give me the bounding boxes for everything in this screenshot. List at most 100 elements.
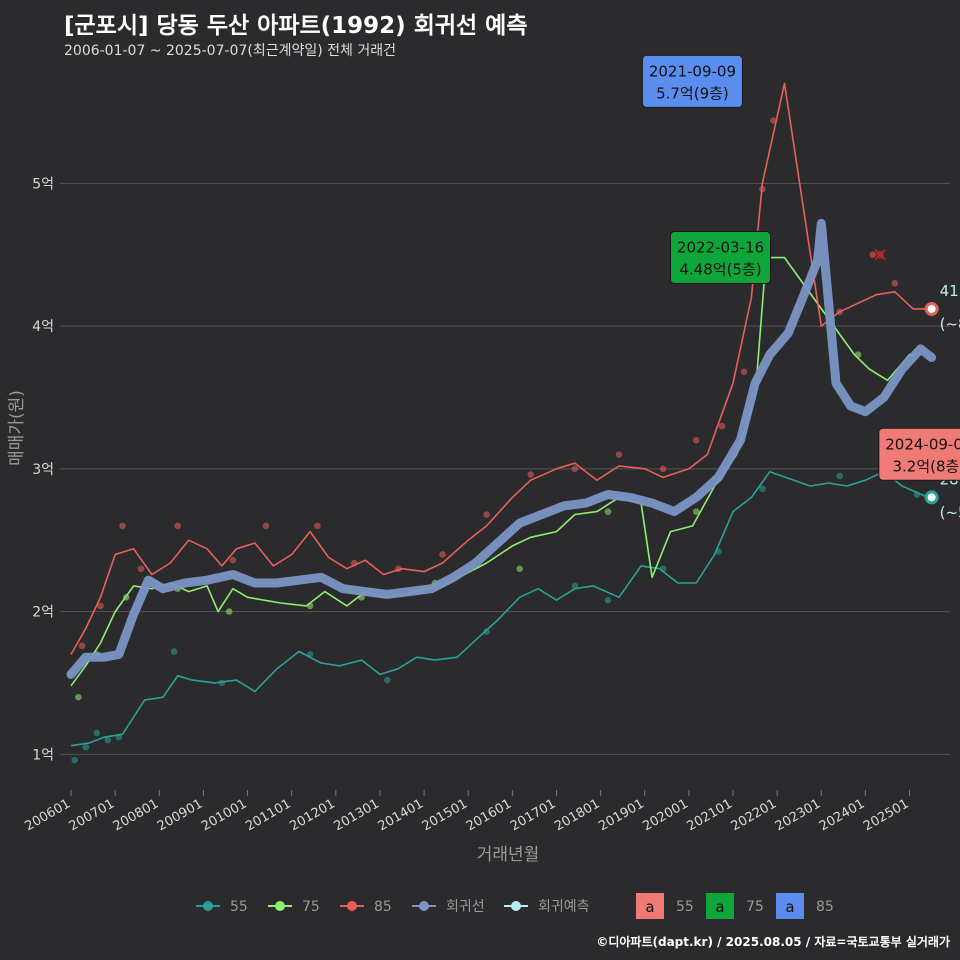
x-tick-label: 201801 <box>552 796 602 834</box>
legend-label: 55 <box>676 899 694 915</box>
series-75-point <box>604 508 612 515</box>
chart-subtitle: 2006-01-07 ~ 2025-07-07(최근계약일) 전체 거래건 <box>64 43 396 59</box>
chart-title: [군포시] 당동 두산 아파트(1992) 회귀선 예측 <box>64 13 528 39</box>
x-tick-label: 201301 <box>331 796 381 834</box>
annotation-price: 4.48억(5층) <box>679 261 761 279</box>
legend-key-dot <box>203 901 213 911</box>
series-85-point <box>615 451 623 458</box>
y-tick-label: 3억 <box>32 462 54 478</box>
y-axis-label: 매매가(원) <box>7 390 27 466</box>
x-tick-label: 201401 <box>376 796 426 834</box>
regression-line <box>66 218 937 679</box>
series-85-point <box>137 565 145 573</box>
series-85-point <box>119 522 126 530</box>
x-tick-label: 201001 <box>199 796 249 834</box>
x-tick-label: 200701 <box>67 796 117 834</box>
legend: 55 75 85 회귀선 회귀예측 a 55 a 75 a 85 <box>196 893 834 919</box>
series-55-point <box>71 756 79 764</box>
y-tick-label: 2억 <box>32 605 54 621</box>
annotation-box <box>878 427 960 481</box>
series-55-point <box>82 743 90 751</box>
annotation-box <box>641 54 743 108</box>
x-tick-label: 200601 <box>23 796 73 834</box>
x-tick-label: 202001 <box>640 796 690 834</box>
series-55-point <box>93 729 101 737</box>
series-55-line <box>70 470 929 747</box>
annotation-date: 2024-09-03 <box>885 435 960 453</box>
legend-key-dot <box>275 901 285 911</box>
legend-box-85 <box>776 893 804 919</box>
legend-label: 75 <box>746 899 764 915</box>
x-tick-label: 201201 <box>287 796 337 834</box>
x-axis-label: 거래년월 <box>477 845 540 865</box>
series-75-point <box>75 693 82 701</box>
legend-key-dot <box>419 901 429 911</box>
x-tick-label: 200801 <box>111 796 161 834</box>
series-85-point <box>740 368 748 376</box>
series-85-point <box>439 551 446 558</box>
series-85-point <box>229 556 237 564</box>
prediction-area-label: (~55㎡) <box>940 503 960 521</box>
series-55-point <box>836 472 843 480</box>
markers: 41,200(~85㎡)28,000(~55㎡) <box>874 249 960 521</box>
x-tick-label: 202201 <box>729 796 779 834</box>
series-85-point <box>659 465 667 473</box>
series-85-line <box>70 82 932 655</box>
legend-label: 회귀선 <box>446 899 485 915</box>
annotation-price: 3.2억(8층) <box>892 457 960 475</box>
series-55-point <box>384 676 391 684</box>
legend-box-55 <box>636 893 664 919</box>
outlier-cross-icon <box>874 249 886 261</box>
annotations: 2021-09-09 5.7억(9층) 2022-03-16 4.48억(5층) 202… <box>641 54 960 481</box>
source-caption: ©디아파트(dapt.kr) / 2025.08.05 / 자료=국토교통부 실… <box>596 935 950 949</box>
series-85-point <box>174 522 181 530</box>
x-tick-label: 201501 <box>420 796 470 834</box>
series-75-point <box>516 565 524 573</box>
series-85-point <box>78 642 86 650</box>
annotation-price: 5.7억(9층) <box>656 84 729 102</box>
series-55-point <box>604 596 612 604</box>
x-tick-label: 201701 <box>508 796 558 834</box>
legend-box-75 <box>706 893 734 919</box>
x-tick-label: 202101 <box>685 796 735 834</box>
series-55-point <box>571 582 579 590</box>
annotation-date: 2022-03-16 <box>677 239 764 257</box>
annotation-date: 2021-09-09 <box>649 62 736 80</box>
regression-line-path <box>66 218 937 679</box>
prediction-value-label: 41,200 <box>940 282 960 300</box>
legend-key-dot <box>347 901 357 911</box>
legend-label: 55 <box>230 899 248 915</box>
legend-box-glyph: a <box>785 898 794 916</box>
x-tick-label: 202301 <box>773 796 823 834</box>
series-85-point <box>692 436 700 444</box>
x-tick-label: 201101 <box>243 796 293 834</box>
series-85-point <box>891 279 899 287</box>
series-55-point <box>483 628 490 635</box>
prediction-area-label: (~85㎡) <box>940 315 960 333</box>
series-55-point <box>759 485 766 493</box>
legend-label: 회귀예측 <box>538 899 590 915</box>
series-85-point <box>718 422 726 430</box>
legend-label: 85 <box>816 899 834 915</box>
series-85-point <box>262 522 270 530</box>
y-tick-label: 1억 <box>32 747 54 763</box>
series-55-point <box>104 736 112 744</box>
series-85-point <box>97 602 104 610</box>
x-tick-label: 202501 <box>861 796 911 834</box>
legend-label: 75 <box>302 899 320 915</box>
series-85-point <box>571 465 579 473</box>
x-tick-label: 201601 <box>464 796 514 834</box>
x-tick-label: 202401 <box>817 796 867 834</box>
series-55-point <box>170 648 178 655</box>
x-tick-label: 201901 <box>596 796 646 834</box>
series-85-point <box>527 471 535 478</box>
x-tick-labels: 2006012007012008012009012010012011012012… <box>23 790 912 834</box>
y-tick-label: 4억 <box>32 319 54 335</box>
series-75-point <box>225 608 233 615</box>
x-tick-label: 200901 <box>155 796 205 834</box>
prediction-point-41,200 <box>924 301 939 316</box>
legend-box-glyph: a <box>715 898 724 916</box>
series-75-point <box>692 508 700 515</box>
y-tick-labels: 1억 2억 3억 4억 5억 <box>32 176 54 763</box>
